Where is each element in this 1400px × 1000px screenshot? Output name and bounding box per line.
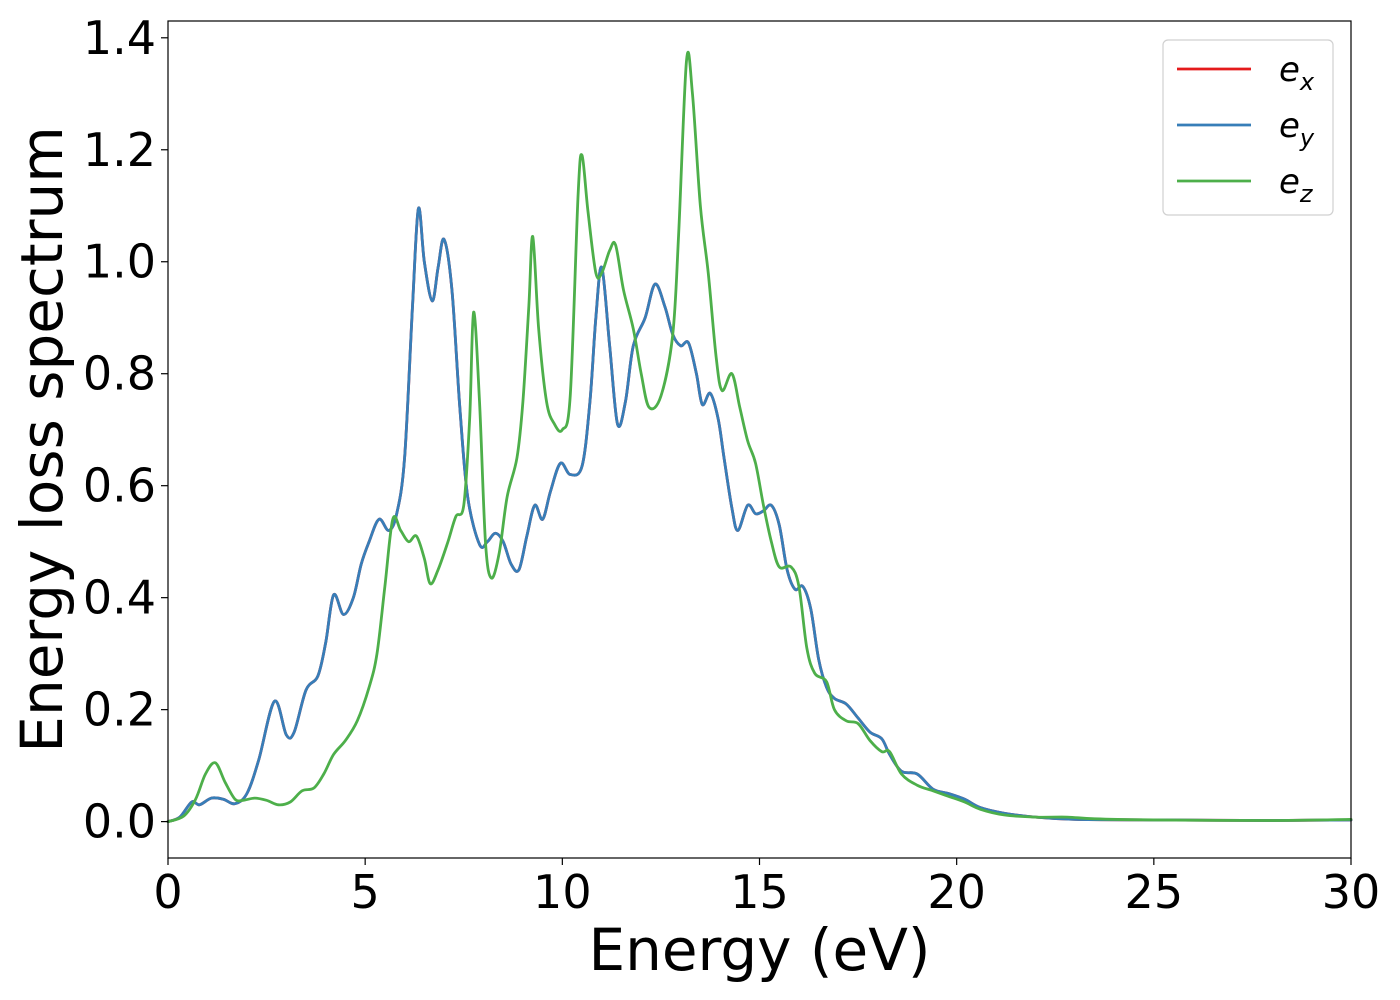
x-tick-label: 30 [1322,865,1381,919]
legend-entry-label: ex [1279,50,1315,96]
legend-entry-label: ey [1279,106,1315,152]
x-tick-label: 25 [1125,865,1184,919]
legend-entry-subscript: x [1299,68,1315,96]
x-axis-ticks: 0 5 10 15 20 25 30 [153,858,1380,919]
y-tick-label: 1.0 [83,235,156,289]
y-axis-ticks: 0.0 0.2 0.4 0.6 0.8 1.0 1.2 1.4 [83,11,168,849]
y-tick-label: 1.2 [83,123,156,177]
x-tick-label: 10 [533,865,592,919]
y-tick-label: 0.4 [83,571,156,625]
legend-entry-subscript: y [1299,124,1315,152]
series-line-ez [166,50,1353,824]
y-tick-label: 0.2 [83,683,156,737]
legend-entry-label: ez [1279,162,1314,208]
x-tick-label: 0 [153,865,182,919]
x-tick-label: 20 [927,865,986,919]
legend-entry-name: e [1279,162,1300,202]
series-line-ex [166,206,1353,824]
y-tick-label: 0.6 [83,459,156,513]
y-tick-label: 0.0 [83,795,156,849]
x-tick-label: 15 [730,865,789,919]
legend-entry-subscript: z [1299,180,1314,208]
legend-box [1162,39,1334,216]
series-line-ey [166,206,1353,824]
x-axis-label: Energy (eV) [588,916,930,984]
plot-lines [166,50,1353,824]
legend-entry-name: e [1279,50,1300,90]
y-tick-label: 1.4 [83,11,156,65]
y-axis-label: Energy loss spectrum [8,126,76,752]
x-tick-label: 5 [351,865,380,919]
legend-entry-name: e [1279,106,1300,146]
y-tick-label: 0.8 [83,347,156,401]
